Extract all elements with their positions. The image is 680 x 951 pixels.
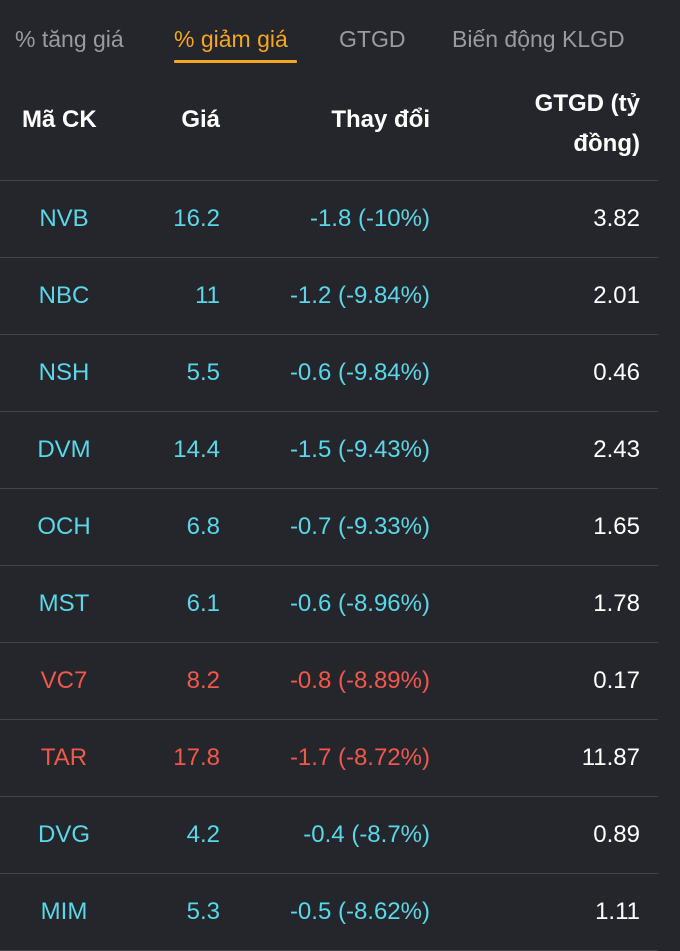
stock-code: NSH (38, 359, 90, 386)
stock-price: 14.4 (173, 436, 220, 463)
stock-change: -0.4 (-8.7%) (303, 821, 430, 848)
stock-code: NVB (39, 205, 89, 232)
stock-code: OCH (37, 513, 91, 540)
stock-change: -0.5 (-8.62%) (289, 898, 430, 925)
table-row[interactable]: NBC 11 -1.2 (-9.84%) 2.01 (0, 258, 658, 335)
table-row[interactable]: OCH 6.8 -0.7 (-9.33%) 1.65 (0, 489, 658, 566)
stock-price: 6.8 (186, 513, 220, 540)
table-row[interactable]: VC7 8.2 -0.8 (-8.89%) 0.17 (0, 643, 658, 720)
stock-code: VC7 (40, 667, 88, 694)
stock-code: DVM (37, 436, 91, 463)
stock-code: NBC (38, 282, 90, 309)
stock-change: -0.6 (-9.84%) (289, 359, 430, 386)
stock-price: 8.2 (186, 667, 220, 694)
stock-price: 16.2 (173, 205, 220, 232)
stock-change: -1.7 (-8.72%) (289, 744, 430, 771)
stock-trading-value: 2.01 (593, 282, 640, 309)
active-tab-indicator (174, 60, 297, 63)
table-row[interactable]: NSH 5.5 -0.6 (-9.84%) 0.46 (0, 335, 658, 412)
table-row[interactable]: DVM 14.4 -1.5 (-9.43%) 2.43 (0, 412, 658, 489)
column-header-price[interactable]: Giá (181, 106, 220, 133)
table-row[interactable]: MIM 5.3 -0.5 (-8.62%) 1.11 (0, 874, 658, 951)
column-header-value-line2: đồng) (573, 130, 640, 157)
column-header-code[interactable]: Mã CK (22, 106, 97, 133)
stock-trading-value: 1.65 (593, 513, 640, 540)
stock-code: MIM (40, 898, 88, 925)
stock-change: -0.6 (-8.96%) (289, 590, 430, 617)
stock-code: MST (38, 590, 90, 617)
tab-trading-value[interactable]: GTGD (339, 26, 406, 52)
stock-change: -1.2 (-9.84%) (289, 282, 430, 309)
column-header-value[interactable]: GTGD (tỷ đồng) (535, 84, 640, 164)
stock-change: -1.8 (-10%) (309, 205, 430, 232)
tab-volume-change[interactable]: Biến động KLGD (452, 26, 625, 52)
stock-trading-value: 0.46 (593, 359, 640, 386)
stock-price: 6.1 (186, 590, 220, 617)
tab-bar: % tăng giá % giảm giá GTGD Biến động KLG… (0, 0, 680, 70)
stock-trading-value: 0.89 (593, 821, 640, 848)
column-header-change[interactable]: Thay đổi (331, 106, 430, 133)
stock-list: NVB 16.2 -1.8 (-10%) 3.82 NBC 11 -1.2 (-9.84%)… (0, 181, 680, 951)
tab-percent-decrease[interactable]: % giảm giá (174, 26, 288, 52)
stock-trading-value: 1.11 (595, 898, 640, 925)
table-row[interactable]: MST 6.1 -0.6 (-8.96%) 1.78 (0, 566, 658, 643)
stock-change: -0.7 (-9.33%) (289, 513, 430, 540)
table-row[interactable]: TAR 17.8 -1.7 (-8.72%) 11.87 (0, 720, 658, 797)
column-header-value-line1: GTGD (tỷ (534, 90, 640, 117)
stock-change: -1.5 (-9.43%) (289, 436, 430, 463)
stock-trading-value: 3.82 (593, 205, 640, 232)
stock-trading-value: 1.78 (593, 590, 640, 617)
stock-price: 4.2 (186, 821, 220, 848)
stock-change: -0.8 (-8.89%) (289, 667, 430, 694)
stock-code: TAR (40, 744, 88, 771)
table-row[interactable]: DVG 4.2 -0.4 (-8.7%) 0.89 (0, 797, 658, 874)
table-header: Mã CK Giá Thay đổi GTGD (tỷ đồng) (0, 70, 658, 181)
stock-trading-value: 11.87 (581, 744, 640, 771)
stock-price: 17.8 (173, 744, 220, 771)
stock-price: 5.5 (186, 359, 220, 386)
stock-code: DVG (37, 821, 90, 848)
stock-trading-value: 0.17 (593, 667, 640, 694)
stock-trading-value: 2.43 (593, 436, 640, 463)
table-row[interactable]: NVB 16.2 -1.8 (-10%) 3.82 (0, 181, 658, 258)
tab-percent-increase[interactable]: % tăng giá (15, 26, 124, 52)
stock-price: 5.3 (186, 898, 220, 925)
stock-price: 11 (195, 282, 220, 309)
